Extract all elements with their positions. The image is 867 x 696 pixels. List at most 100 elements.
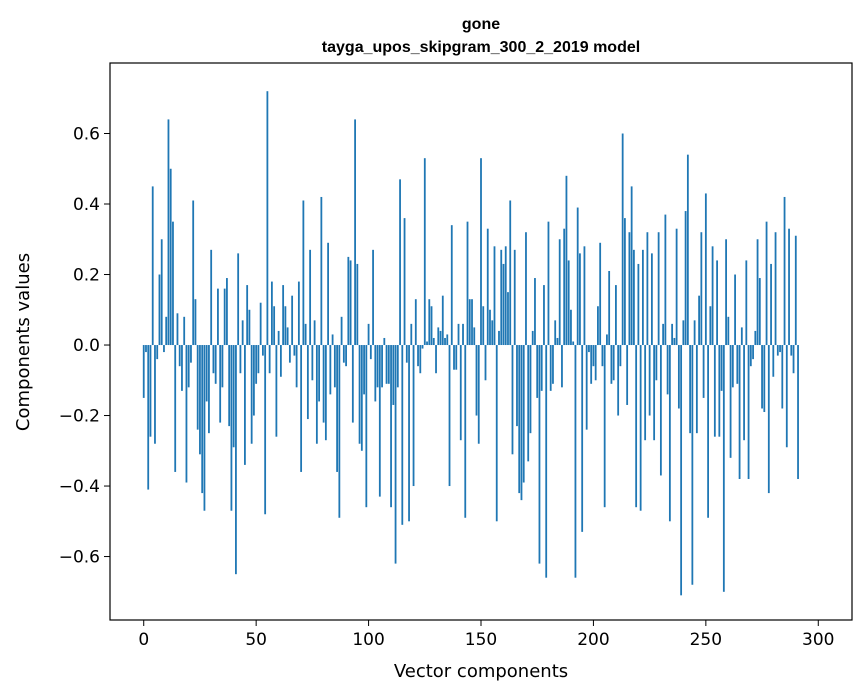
bar-55 (266, 91, 269, 346)
bar-59 (275, 345, 278, 437)
y-tick-label: 0.6 (73, 125, 100, 145)
bar-274 (758, 278, 761, 346)
bar-58 (273, 306, 276, 346)
bar-1 (145, 345, 147, 353)
bar-202 (597, 306, 599, 346)
bar-182 (552, 345, 554, 384)
y-tick-label: −0.6 (59, 548, 100, 568)
bar-113 (396, 345, 399, 388)
bar-71 (302, 200, 305, 346)
bar-19 (185, 345, 188, 483)
bar-121 (414, 299, 417, 346)
bar-30 (210, 249, 213, 346)
bar-161 (504, 246, 507, 346)
bar-83 (329, 345, 332, 395)
bar-104 (376, 345, 379, 388)
x-tick-label: 300 (802, 630, 834, 650)
bar-211 (617, 345, 620, 416)
chart-title: gone (462, 16, 500, 33)
bar-160 (502, 263, 505, 346)
bar-248 (700, 232, 703, 346)
bar-29 (208, 345, 210, 434)
bar-24 (196, 345, 199, 430)
bar-162 (507, 292, 509, 346)
bar-247 (698, 295, 700, 346)
bar-141 (459, 345, 462, 441)
plot-frame (109, 62, 853, 621)
bar-240 (682, 320, 685, 346)
bar-221 (639, 345, 642, 511)
bar-23 (194, 299, 197, 346)
bar-164 (511, 345, 514, 455)
bar-207 (608, 270, 611, 346)
bar-149 (477, 345, 480, 444)
bar-133 (441, 295, 444, 346)
bar-191 (572, 341, 575, 346)
bar-109 (387, 345, 390, 384)
bar-280 (772, 345, 775, 377)
bar-286 (785, 345, 788, 448)
bar-174 (534, 278, 536, 346)
bar-239 (680, 345, 683, 596)
bar-145 (468, 299, 471, 346)
bar-85 (333, 345, 336, 388)
bar-148 (475, 345, 478, 416)
bar-171 (527, 345, 530, 462)
bar-188 (565, 175, 568, 346)
bar-7 (158, 274, 161, 346)
bar-169 (522, 345, 525, 483)
bar-3 (149, 345, 152, 437)
bar-103 (374, 345, 377, 402)
bar-63 (284, 306, 287, 346)
bar-246 (695, 345, 698, 434)
bar-257 (720, 345, 723, 391)
bar-65 (288, 345, 291, 363)
ticks-group: 0 50 100 150 200 250 300 −0.6 −0.4 −0.2 0.0 0.2 0.4 0… (59, 125, 835, 650)
bar-96 (358, 345, 361, 444)
bar-218 (633, 249, 635, 346)
bar-205 (603, 345, 606, 508)
bar-258 (722, 345, 725, 592)
bar-74 (309, 249, 312, 346)
bar-40 (232, 345, 235, 448)
y-tick-label: −0.2 (59, 407, 100, 427)
bar-241 (684, 211, 687, 346)
bar-98 (363, 345, 365, 395)
bar-86 (336, 345, 338, 472)
bar-128 (430, 306, 433, 346)
bar-97 (360, 345, 363, 451)
bar-56 (268, 345, 271, 374)
bar-77 (315, 345, 318, 444)
bar-200 (592, 345, 595, 367)
bar-50 (255, 345, 258, 384)
bar-236 (673, 337, 676, 346)
bar-144 (466, 221, 469, 346)
bar-260 (727, 316, 730, 346)
bar-190 (570, 309, 572, 346)
bar-27 (203, 345, 206, 511)
bar-68 (295, 345, 298, 388)
bar-197 (585, 345, 588, 430)
bar-170 (525, 232, 527, 346)
bar-36 (223, 288, 226, 346)
bar-41 (235, 345, 237, 575)
bar-243 (689, 345, 692, 434)
bar-156 (493, 246, 496, 346)
bar-79 (320, 196, 323, 346)
bar-220 (637, 263, 640, 346)
bar-115 (401, 345, 404, 525)
bar-45 (244, 345, 246, 465)
bar-165 (513, 249, 516, 346)
bar-0 (142, 345, 145, 398)
bar-216 (628, 232, 631, 346)
bar-126 (426, 341, 428, 346)
bar-193 (576, 207, 579, 346)
bar-175 (536, 345, 539, 398)
bar-185 (558, 239, 561, 346)
bar-224 (646, 232, 649, 346)
bar-284 (781, 345, 784, 409)
bar-11 (167, 119, 170, 346)
bar-89 (342, 345, 345, 363)
bar-119 (410, 323, 413, 346)
bar-112 (394, 345, 397, 564)
